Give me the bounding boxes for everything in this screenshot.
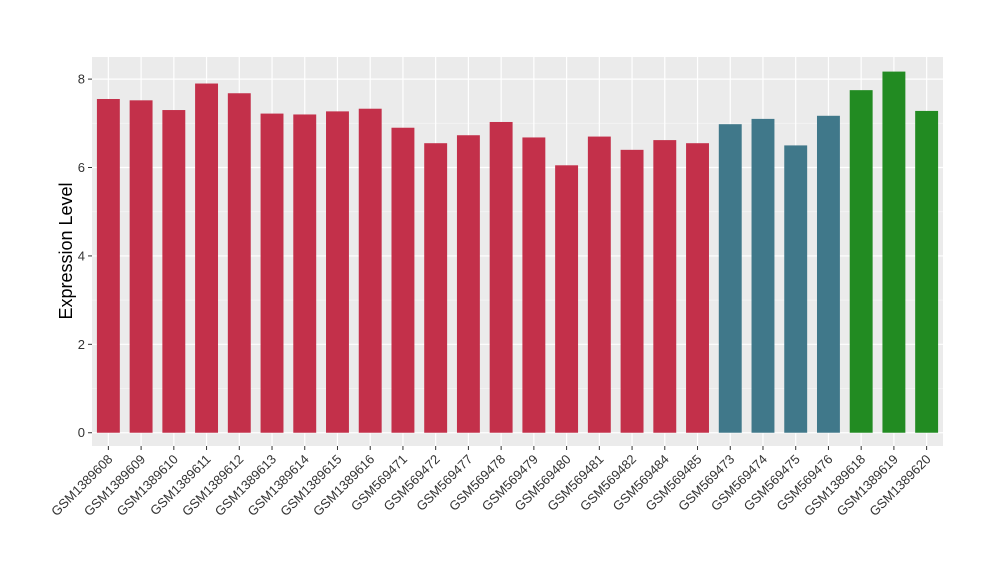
bar-GSM569482 xyxy=(620,149,644,433)
y-tick-label: 2 xyxy=(78,337,85,352)
bar-GSM1389619 xyxy=(882,71,906,433)
bar-GSM569474 xyxy=(751,118,775,433)
bar-GSM569471 xyxy=(391,127,415,433)
bar-GSM1389613 xyxy=(260,113,284,433)
plot-panel xyxy=(92,57,943,446)
bar-GSM1389614 xyxy=(293,114,317,433)
bar-GSM569479 xyxy=(522,137,546,433)
bar-GSM569480 xyxy=(555,165,579,433)
y-tick-label: 4 xyxy=(78,248,85,263)
bar-GSM1389611 xyxy=(195,83,219,433)
bar-GSM569476 xyxy=(816,115,840,433)
bar-GSM1389610 xyxy=(162,110,186,433)
y-tick-label: 0 xyxy=(78,425,85,440)
bar-GSM1389620 xyxy=(915,110,939,433)
bar-GSM569485 xyxy=(686,143,709,433)
bar-GSM569478 xyxy=(489,121,513,433)
x-axis: GSM1389608GSM1389609GSM1389610GSM1389611… xyxy=(48,446,934,519)
y-tick-label: 8 xyxy=(78,72,85,87)
bar-GSM569477 xyxy=(456,135,480,433)
bar-GSM1389608 xyxy=(96,98,120,433)
bar-GSM569473 xyxy=(718,124,742,433)
y-axis: 0 2 4 6 8 xyxy=(78,72,92,440)
bar-GSM569472 xyxy=(424,143,448,433)
bar-GSM1389609 xyxy=(129,100,153,433)
bar-GSM1389618 xyxy=(849,90,873,433)
bar-GSM1389616 xyxy=(358,108,382,433)
bar-GSM569481 xyxy=(587,136,611,433)
bar-GSM569475 xyxy=(784,145,808,433)
y-tick-label: 6 xyxy=(78,160,85,175)
bars xyxy=(96,71,939,433)
bar-GSM1389612 xyxy=(227,93,251,433)
bar-GSM1389615 xyxy=(326,111,349,433)
bar-GSM569484 xyxy=(653,140,677,433)
y-axis-title: Expression Level xyxy=(56,182,76,319)
